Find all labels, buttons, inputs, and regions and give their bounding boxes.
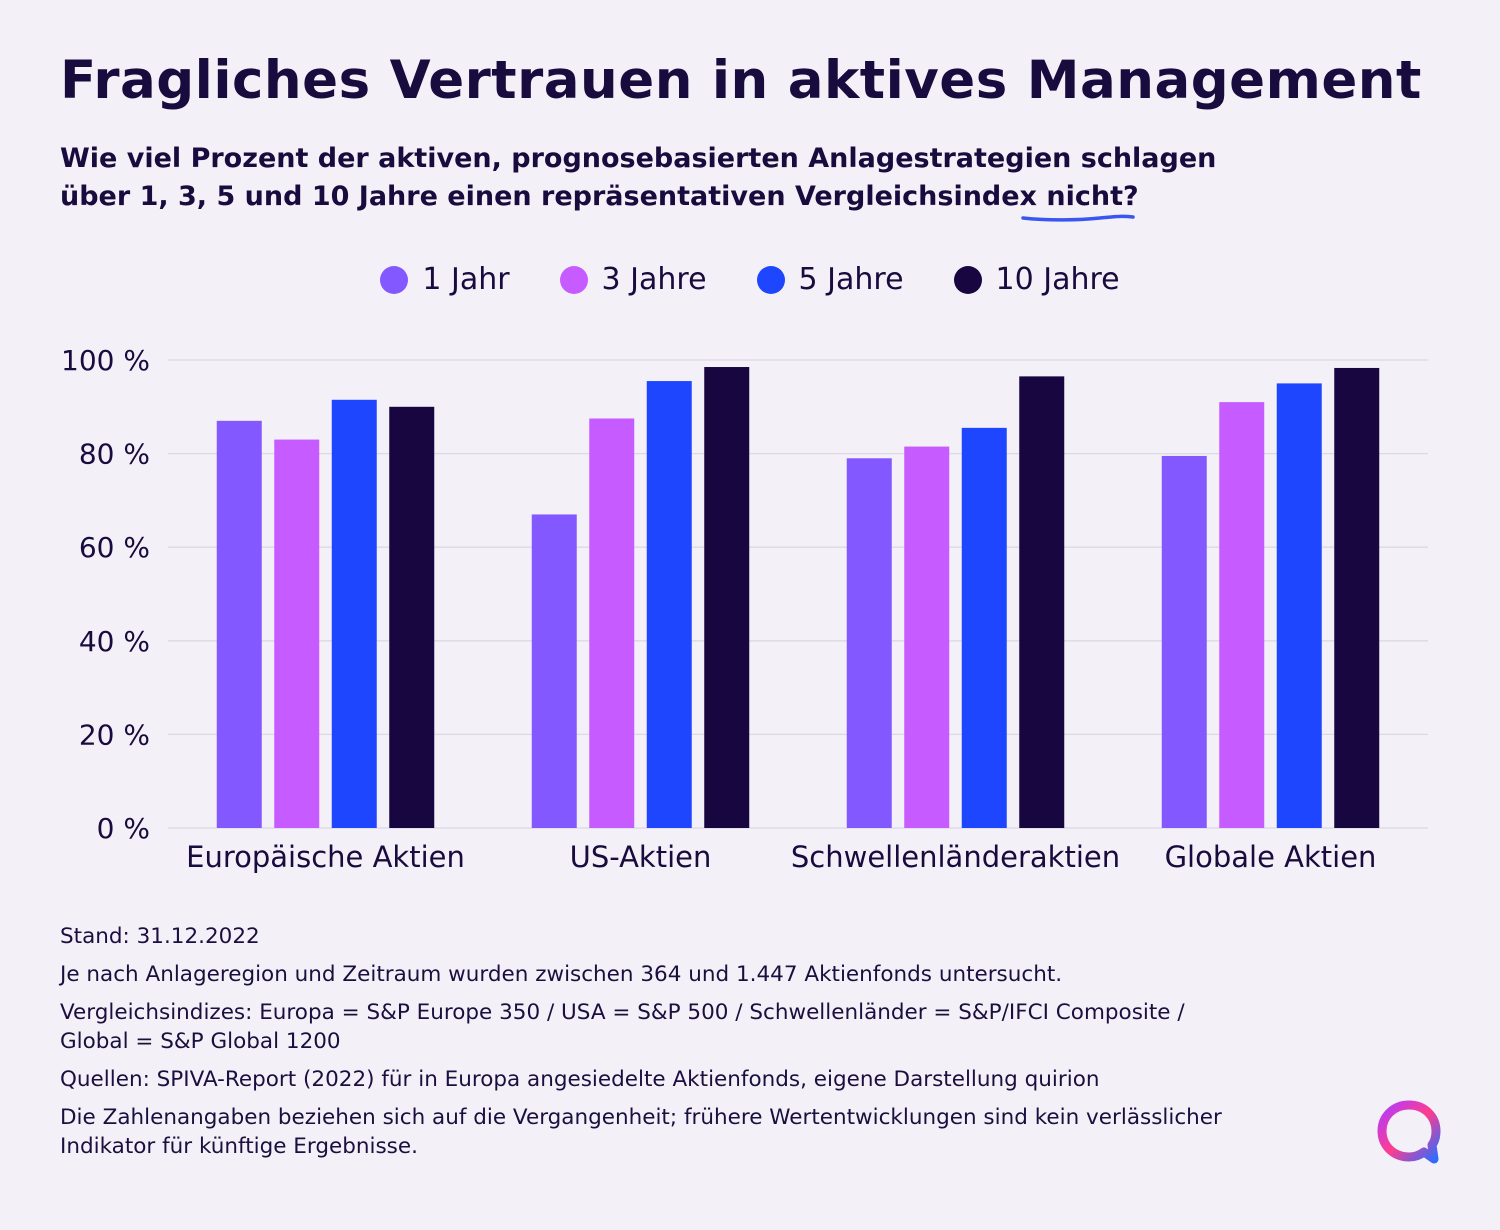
legend-swatch — [380, 265, 409, 294]
legend-item-5-jahre: 5 Jahre — [756, 262, 904, 297]
bar — [961, 427, 1007, 828]
bar — [1161, 455, 1207, 828]
subtitle-question-mark: ? — [1123, 181, 1139, 212]
note-indices-line-2: Global = S&P Global 1200 — [60, 1029, 341, 1054]
bar — [704, 367, 750, 828]
bar — [1276, 383, 1322, 828]
bar — [531, 514, 577, 828]
x-tick-label: Globale Aktien — [1165, 840, 1377, 874]
subtitle-line-2-text: über 1, 3, 5 und 10 Jahre einen repräsen… — [60, 181, 1047, 212]
subtitle-emphasis: nicht — [1046, 181, 1123, 212]
y-tick-label: 100 % — [61, 344, 150, 377]
note-disclaimer-line-2: Indikator für künftige Ergebnisse. — [60, 1134, 418, 1159]
bar — [331, 399, 377, 828]
chart-legend: 1 Jahr 3 Jahre 5 Jahre 10 Jahre — [0, 262, 1500, 297]
subtitle-line-1: Wie viel Prozent der aktiven, prognoseba… — [60, 143, 1217, 174]
y-tick-label: 0 % — [97, 812, 150, 845]
note-indices-line-1: Vergleichsindizes: Europa = S&P Europe 3… — [60, 1000, 1185, 1025]
quirion-logo-icon — [1377, 1100, 1441, 1164]
bar — [1219, 402, 1265, 828]
legend-item-10-jahre: 10 Jahre — [953, 262, 1120, 297]
note-sources: Quellen: SPIVA-Report (2022) für in Euro… — [60, 1067, 1100, 1092]
legend-item-3-jahre: 3 Jahre — [559, 262, 707, 297]
bar — [646, 381, 692, 828]
note-stand: Stand: 31.12.2022 — [60, 924, 260, 949]
bar — [274, 439, 320, 828]
chart-title: Fragliches Vertrauen in aktives Manageme… — [60, 50, 1422, 111]
bar — [389, 406, 435, 828]
note-disclaimer: Die Zahlenangaben beziehen sich auf die … — [60, 1103, 1350, 1161]
bar-chart: 0 % 20 % 40 % 60 % 80 % 100 % Europäische Akti… — [61, 344, 1428, 874]
note-indices: Vergleichsindizes: Europa = S&P Europe 3… — [60, 998, 1350, 1056]
footnotes: Stand: 31.12.2022 Je nach Anlageregion u… — [60, 922, 1350, 1170]
x-tick-label: Schwellenländeraktien — [791, 840, 1120, 874]
bar — [1019, 376, 1065, 828]
legend-label: 3 Jahre — [601, 262, 707, 297]
y-tick-label: 80 % — [79, 438, 150, 471]
bar — [1334, 367, 1380, 828]
y-tick-label: 60 % — [79, 531, 150, 564]
legend-swatch — [559, 265, 588, 294]
bar — [904, 446, 950, 828]
x-tick-label: Europäische Aktien — [186, 840, 465, 874]
y-tick-label: 20 % — [79, 718, 150, 751]
handdrawn-underline — [1021, 214, 1135, 222]
subtitle-line-2: über 1, 3, 5 und 10 Jahre einen repräsen… — [60, 178, 1216, 216]
y-tick-label: 40 % — [79, 625, 150, 658]
legend-label: 1 Jahr — [422, 262, 510, 297]
bar — [846, 458, 892, 828]
legend-label: 5 Jahre — [798, 262, 904, 297]
bar — [589, 418, 635, 828]
note-sample: Je nach Anlageregion und Zeitraum wurden… — [60, 962, 1063, 987]
x-tick-label: US-Aktien — [570, 840, 712, 874]
legend-swatch — [756, 265, 785, 294]
chart-subtitle: Wie viel Prozent der aktiven, prognoseba… — [60, 140, 1216, 216]
bar — [216, 420, 262, 828]
legend-swatch — [953, 265, 982, 294]
legend-item-1-jahr: 1 Jahr — [380, 262, 510, 297]
note-disclaimer-line-1: Die Zahlenangaben beziehen sich auf die … — [60, 1105, 1222, 1130]
legend-label: 10 Jahre — [995, 262, 1120, 297]
